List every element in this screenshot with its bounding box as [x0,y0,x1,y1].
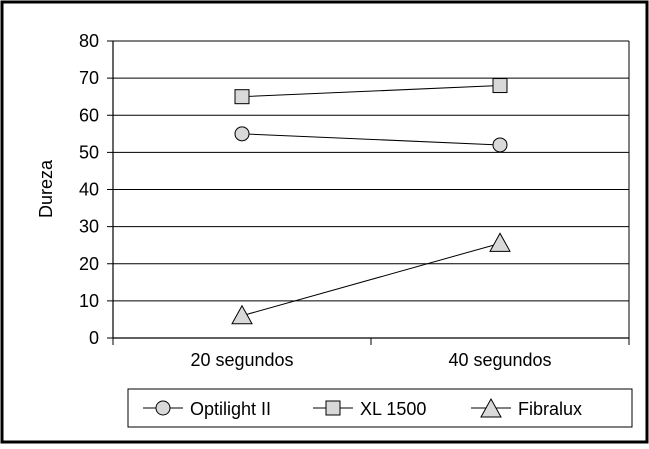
series [231,78,511,325]
series-line-fibralux [241,242,501,317]
data-point-xl-1500 [492,78,508,94]
y-tick-label: 50 [79,142,99,162]
legend-label-optilight-ii: Optilight II [190,399,271,419]
legend-marker-fibralux [480,397,502,418]
legend: Optilight II XL 1500 Fibralux [127,388,633,428]
y-tick-label: 40 [79,180,99,200]
y-tick-label: 10 [79,291,99,311]
data-point-optilight-ii [234,126,250,142]
y-tick-label: 0 [89,328,99,348]
legend-box [127,388,633,428]
y-tick-label: 20 [79,254,99,274]
legend-label-xl-1500: XL 1500 [360,399,426,419]
data-point-optilight-ii [492,137,508,153]
gridlines [113,40,630,338]
y-tick-label: 80 [79,31,99,51]
y-axis-label: Dureza [36,159,56,218]
data-point-fibralux [231,304,253,325]
series-line-optilight-ii [241,133,501,146]
legend-marker-optilight-ii [155,400,171,416]
data-point-xl-1500 [234,89,250,105]
data-point-fibralux [489,232,511,252]
y-tick-label: 70 [79,68,99,88]
legend-label-fibralux: Fibralux [518,399,582,419]
x-tick-label: 40 segundos [448,350,551,370]
series-line-xl-1500 [241,85,501,98]
y-tick-label: 60 [79,105,99,125]
x-tick-label: 20 segundos [190,350,293,370]
y-tick-label: 30 [79,217,99,237]
legend-marker-xl-1500 [325,400,341,416]
axes: 0 10 20 30 40 50 60 70 80 20 segundos 40 segundos [79,31,630,370]
